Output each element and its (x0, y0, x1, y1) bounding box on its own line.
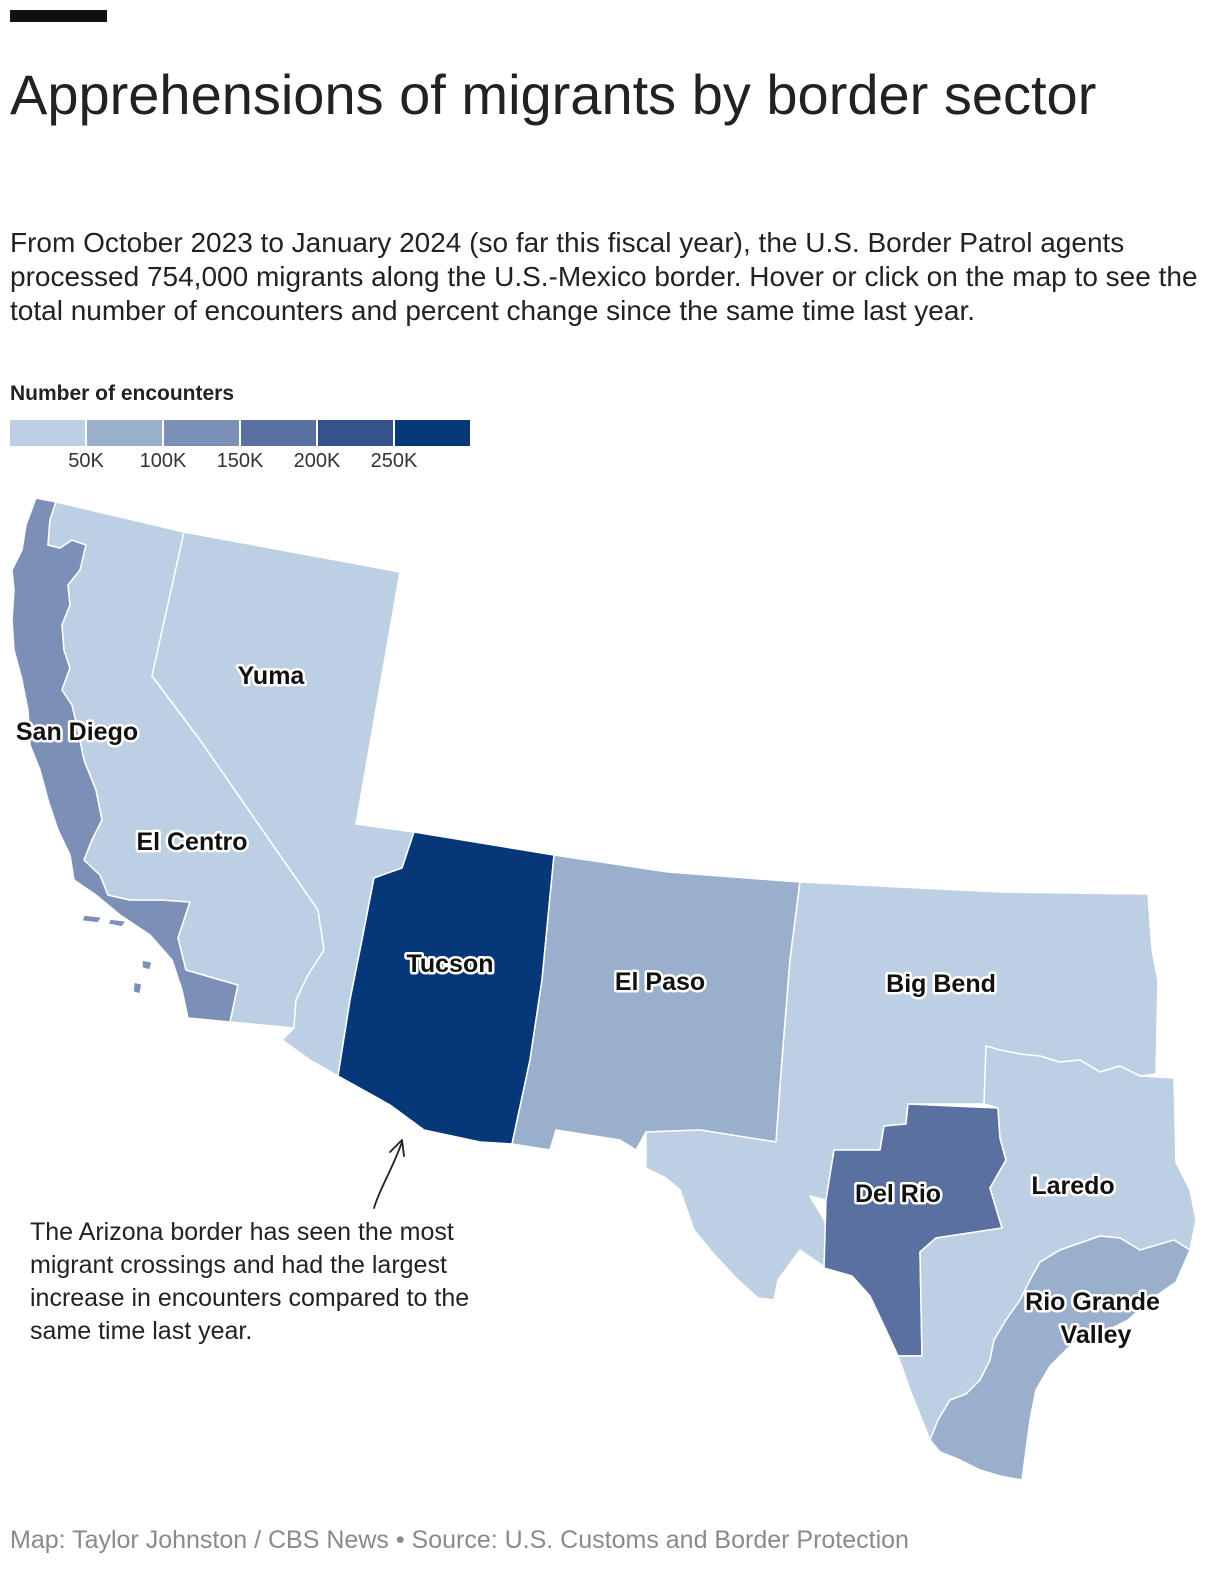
legend-swatch (10, 420, 85, 446)
label-rio-grande-valley: Rio Grande Valley (1025, 1288, 1167, 1349)
legend-ticks: 50K 100K 150K 200K 250K (10, 450, 480, 476)
sector-rio-grande-valley[interactable] (929, 1235, 1191, 1481)
legend-swatch (318, 420, 393, 446)
legend-swatch (395, 420, 470, 446)
island (81, 914, 103, 924)
legend-swatch (241, 420, 316, 446)
island (132, 981, 143, 995)
sector-el-paso[interactable] (511, 854, 801, 1151)
legend-swatch (87, 420, 162, 446)
legend-tick: 150K (216, 450, 264, 472)
island (107, 918, 127, 928)
border-sector-map[interactable]: San Diego El Centro Yuma Tucson El Paso … (0, 480, 1220, 1500)
label-el-paso: El Paso (615, 968, 705, 996)
legend-tick: 250K (370, 450, 418, 472)
legend-tick: 100K (139, 450, 187, 472)
legend-swatch (164, 420, 239, 446)
legend-color-bar (10, 420, 472, 446)
annotation-arrowhead (389, 1139, 405, 1157)
map-annotation: The Arizona border has seen the most mig… (30, 1218, 470, 1345)
legend-tick: 200K (293, 450, 341, 472)
label-el-centro: El Centro (136, 828, 247, 856)
island (141, 959, 153, 971)
page-title: Apprehensions of migrants by border sect… (10, 63, 1097, 126)
label-yuma: Yuma (238, 662, 306, 690)
label-line: Valley (1061, 1321, 1132, 1349)
source-footer: Map: Taylor Johnston / CBS News • Source… (10, 1526, 909, 1554)
label-big-bend: Big Bend (886, 970, 996, 998)
label-line: Rio Grande (1025, 1288, 1160, 1316)
page-subtitle: From October 2023 to January 2024 (so fa… (10, 227, 1198, 326)
legend-title: Number of encounters (10, 382, 235, 405)
label-san-diego: San Diego (16, 718, 138, 746)
label-laredo: Laredo (1031, 1172, 1114, 1200)
label-tucson: Tucson (406, 950, 493, 978)
annotation-arrow (373, 1141, 403, 1209)
legend-tick: 50K (68, 450, 104, 472)
top-rule (10, 10, 107, 22)
label-del-rio: Del Rio (855, 1180, 941, 1208)
